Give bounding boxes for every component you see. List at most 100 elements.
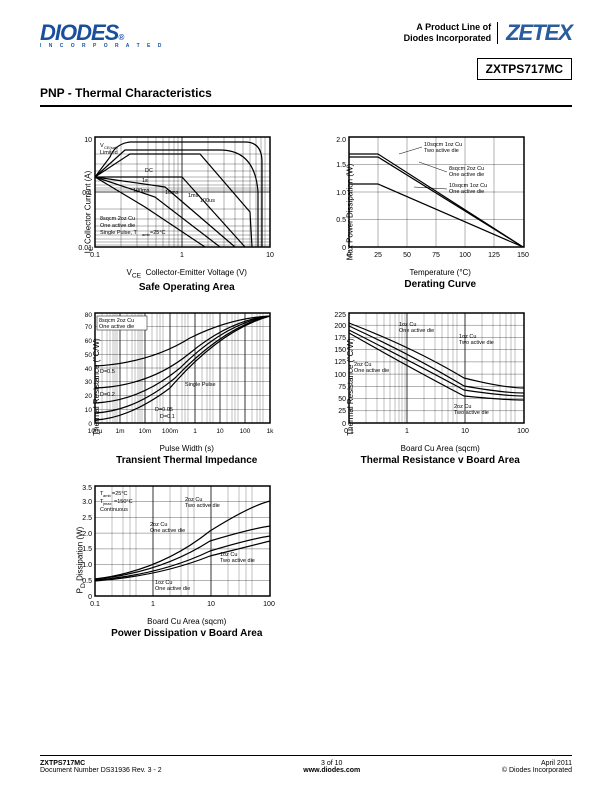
svg-text:Two active die: Two active die (424, 148, 459, 154)
soa-xlabel: VCE Collector-Emitter Voltage (V) (70, 268, 304, 280)
svg-text:Two active die: Two active die (185, 503, 220, 509)
svg-text:0.5: 0.5 (336, 217, 346, 224)
svg-text:2.0: 2.0 (336, 137, 346, 144)
svg-text:Single Pulse: Single Pulse (185, 382, 216, 388)
rth-title: Thermal Resistance v Board Area (324, 455, 558, 466)
pd-ylabel: PD Dissipation (W) (76, 526, 88, 593)
svg-text:D=0.5: D=0.5 (100, 369, 115, 375)
svg-text:50: 50 (338, 396, 346, 403)
svg-text:3.0: 3.0 (82, 499, 92, 506)
svg-text:100: 100 (240, 428, 251, 435)
svg-text:1ms: 1ms (188, 193, 199, 199)
svg-text:D=0.1: D=0.1 (160, 414, 175, 420)
svg-text:10: 10 (266, 252, 274, 259)
svg-text:10m: 10m (139, 428, 152, 435)
soa-svg: 0.1 1 10 0.01 0.1 10 VCE(sat) Limited DC… (70, 132, 280, 267)
svg-text:One active die: One active die (449, 172, 484, 178)
chart-rth-area: Thermal Resistance (°C/W) (324, 308, 558, 466)
svg-text:125: 125 (488, 252, 500, 259)
svg-text:25: 25 (374, 252, 382, 259)
svg-text:amb: amb (103, 493, 112, 498)
pd-xlabel: Board Cu Area (sqcm) (70, 617, 304, 626)
section-title-bar: PNP - Thermal Characteristics (40, 84, 572, 107)
svg-text:100: 100 (263, 601, 275, 608)
svg-text:225: 225 (334, 312, 346, 319)
part-number-box: ZXTPS717MC (477, 58, 572, 80)
svg-text:One active die: One active die (449, 189, 484, 195)
svg-text:Two active die: Two active die (220, 558, 255, 564)
chart-derating: Max Power Dissipation (W) 0 25 (324, 132, 558, 293)
pd-title: Power Dissipation v Board Area (70, 628, 304, 639)
svg-text:Continuous: Continuous (100, 507, 128, 513)
header-right: A Product Line of Diodes Incorporated ZE… (404, 20, 572, 46)
svg-text:1m: 1m (115, 428, 124, 435)
svg-text:10ms: 10ms (165, 190, 179, 196)
svg-text:1.5: 1.5 (336, 162, 346, 169)
svg-text:One active die: One active die (399, 328, 434, 334)
charts-grid: IC Collector Current (A) (0, 107, 612, 639)
svg-text:10: 10 (461, 428, 469, 435)
svg-text:1: 1 (151, 601, 155, 608)
svg-text:Limited: Limited (100, 150, 118, 156)
transient-svg: 100µ 1m 10m 100m 1 10 100 1k 0 10 20 30 … (70, 308, 280, 443)
svg-text:DC: DC (145, 168, 153, 174)
svg-text:1s: 1s (142, 178, 148, 184)
svg-text:50: 50 (403, 252, 411, 259)
transient-title: Transient Thermal Impedance (70, 455, 304, 466)
chart-soa: IC Collector Current (A) (70, 132, 304, 293)
page-footer: ZXTPS717MC Document Number DS31936 Rev. … (40, 755, 572, 774)
svg-text:1: 1 (405, 428, 409, 435)
svg-text:10: 10 (216, 428, 224, 435)
derating-xlabel: Temperature (°C) (324, 268, 558, 277)
svg-text:100us: 100us (200, 198, 215, 204)
svg-text:jmax: jmax (102, 501, 111, 506)
svg-text:D=0.2: D=0.2 (100, 392, 115, 398)
svg-text:80: 80 (85, 312, 93, 319)
diodes-logo: DIODES® I N C O R P O R A T E D (40, 20, 164, 49)
svg-text:=25°C: =25°C (112, 491, 128, 497)
svg-text:150: 150 (334, 347, 346, 354)
svg-text:One active die: One active die (155, 586, 190, 592)
transient-xlabel: Pulse Width (s) (70, 444, 304, 453)
svg-text:25: 25 (338, 408, 346, 415)
product-line-text: A Product Line of Diodes Incorporated (404, 22, 499, 44)
svg-text:Two active die: Two active die (454, 410, 489, 416)
svg-text:75: 75 (432, 252, 440, 259)
svg-text:0.1: 0.1 (90, 601, 100, 608)
svg-text:1: 1 (193, 428, 197, 435)
soa-ylabel: IC Collector Current (A) (84, 171, 96, 254)
footer-center: 3 of 10 www.diodes.com (303, 760, 360, 774)
soa-title: Safe Operating Area (70, 282, 304, 293)
section-title: PNP - Thermal Characteristics (40, 86, 212, 100)
svg-text:D=0.05: D=0.05 (155, 407, 173, 413)
transient-ylabel: Thermal Resistance (°C/W) (92, 338, 101, 435)
svg-text:175: 175 (334, 335, 346, 342)
chart-transient: Thermal Resistance (°C/W) (70, 308, 304, 466)
svg-text:Two active die: Two active die (459, 340, 494, 346)
svg-text:2.5: 2.5 (82, 515, 92, 522)
diodes-logo-text: DIODES (40, 20, 118, 45)
svg-text:200: 200 (334, 323, 346, 330)
derating-svg: 0 25 50 75 100 125 150 0 0.5 1.0 1.5 2.0… (324, 132, 534, 267)
svg-text:0: 0 (88, 594, 92, 601)
rth-ylabel: Thermal Resistance (°C/W) (346, 338, 355, 435)
zetex-logo: ZETEX (506, 20, 572, 46)
svg-text:100: 100 (334, 372, 346, 379)
svg-text:0: 0 (342, 421, 346, 428)
svg-text:8sqcm 2oz Cu: 8sqcm 2oz Cu (100, 216, 135, 222)
svg-text:One active die: One active die (150, 528, 185, 534)
svg-text:Single Pulse, T: Single Pulse, T (100, 230, 138, 236)
svg-text:100: 100 (517, 428, 529, 435)
svg-text:100m: 100m (162, 428, 178, 435)
footer-right: April 2011 © Diodes Incorporated (502, 760, 572, 774)
svg-text:One active die: One active die (354, 368, 389, 374)
svg-text:=25°C: =25°C (150, 230, 166, 236)
svg-text:10: 10 (207, 601, 215, 608)
svg-text:100ms: 100ms (133, 188, 150, 194)
rth-xlabel: Board Cu Area (sqcm) (324, 444, 558, 453)
chart-pd-area: PD Dissipation (W) (70, 481, 304, 639)
footer-left: ZXTPS717MC Document Number DS31936 Rev. … (40, 760, 162, 774)
svg-text:100: 100 (459, 252, 471, 259)
derating-ylabel: Max Power Dissipation (W) (345, 164, 354, 260)
derating-title: Derating Curve (324, 279, 558, 290)
